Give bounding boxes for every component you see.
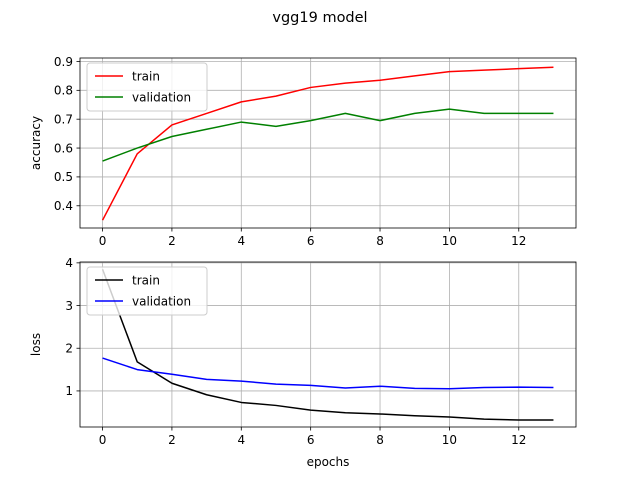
y-tick-label: 4	[65, 256, 73, 270]
x-tick-label: 0	[99, 234, 107, 248]
legend-label-validation: validation	[132, 294, 191, 308]
x-tick-label: 6	[307, 234, 315, 248]
x-tick-label: 10	[442, 433, 457, 447]
legend-label-train: train	[132, 69, 160, 83]
series-line-train	[101, 268, 554, 421]
x-tick-label: 12	[511, 433, 526, 447]
y-tick-label: 2	[65, 342, 73, 356]
figure-title: vgg19 model	[272, 10, 367, 26]
y-tick-label: 0.8	[54, 84, 73, 98]
y-tick-label: 0.4	[54, 199, 73, 213]
x-tick-label: 4	[237, 433, 245, 447]
x-tick-label: 10	[442, 234, 457, 248]
x-tick-label: 2	[168, 433, 176, 447]
x-axis-label: epochs	[307, 455, 350, 469]
y-tick-label: 0.9	[54, 55, 73, 69]
x-tick-label: 8	[376, 433, 384, 447]
y-tick-label: 0.6	[54, 141, 73, 155]
y-tick-label: 0.7	[54, 112, 73, 126]
x-tick-label: 6	[307, 433, 315, 447]
legend: train validation	[86, 266, 208, 316]
accuracy-subplot: 0 2 4 6 8 10 12 0.4 0.5 0.6 0.7 0.8 0.9 accuracy train…	[29, 55, 577, 248]
x-tick-label: 2	[168, 234, 176, 248]
legend: train validation	[86, 62, 208, 112]
series-line-train	[101, 66, 554, 221]
x-tick-label: 8	[376, 234, 384, 248]
x-tick-label: 12	[511, 234, 526, 248]
legend-box	[86, 62, 208, 112]
legend-label-train: train	[132, 273, 160, 287]
series-line-validation	[102, 357, 554, 390]
y-tick-label: 3	[65, 299, 73, 313]
y-axis-label: loss	[29, 333, 43, 356]
x-tick-label: 4	[237, 234, 245, 248]
y-axis-label: accuracy	[29, 116, 43, 170]
legend-label-validation: validation	[132, 90, 191, 104]
axes-frame	[79, 261, 577, 428]
x-tick-label: 0	[99, 433, 107, 447]
y-tick-label: 1	[65, 384, 73, 398]
legend-box	[86, 266, 208, 316]
y-tick-label: 0.5	[54, 170, 73, 184]
axes-frame	[79, 57, 577, 229]
series-line-validation	[102, 108, 554, 162]
